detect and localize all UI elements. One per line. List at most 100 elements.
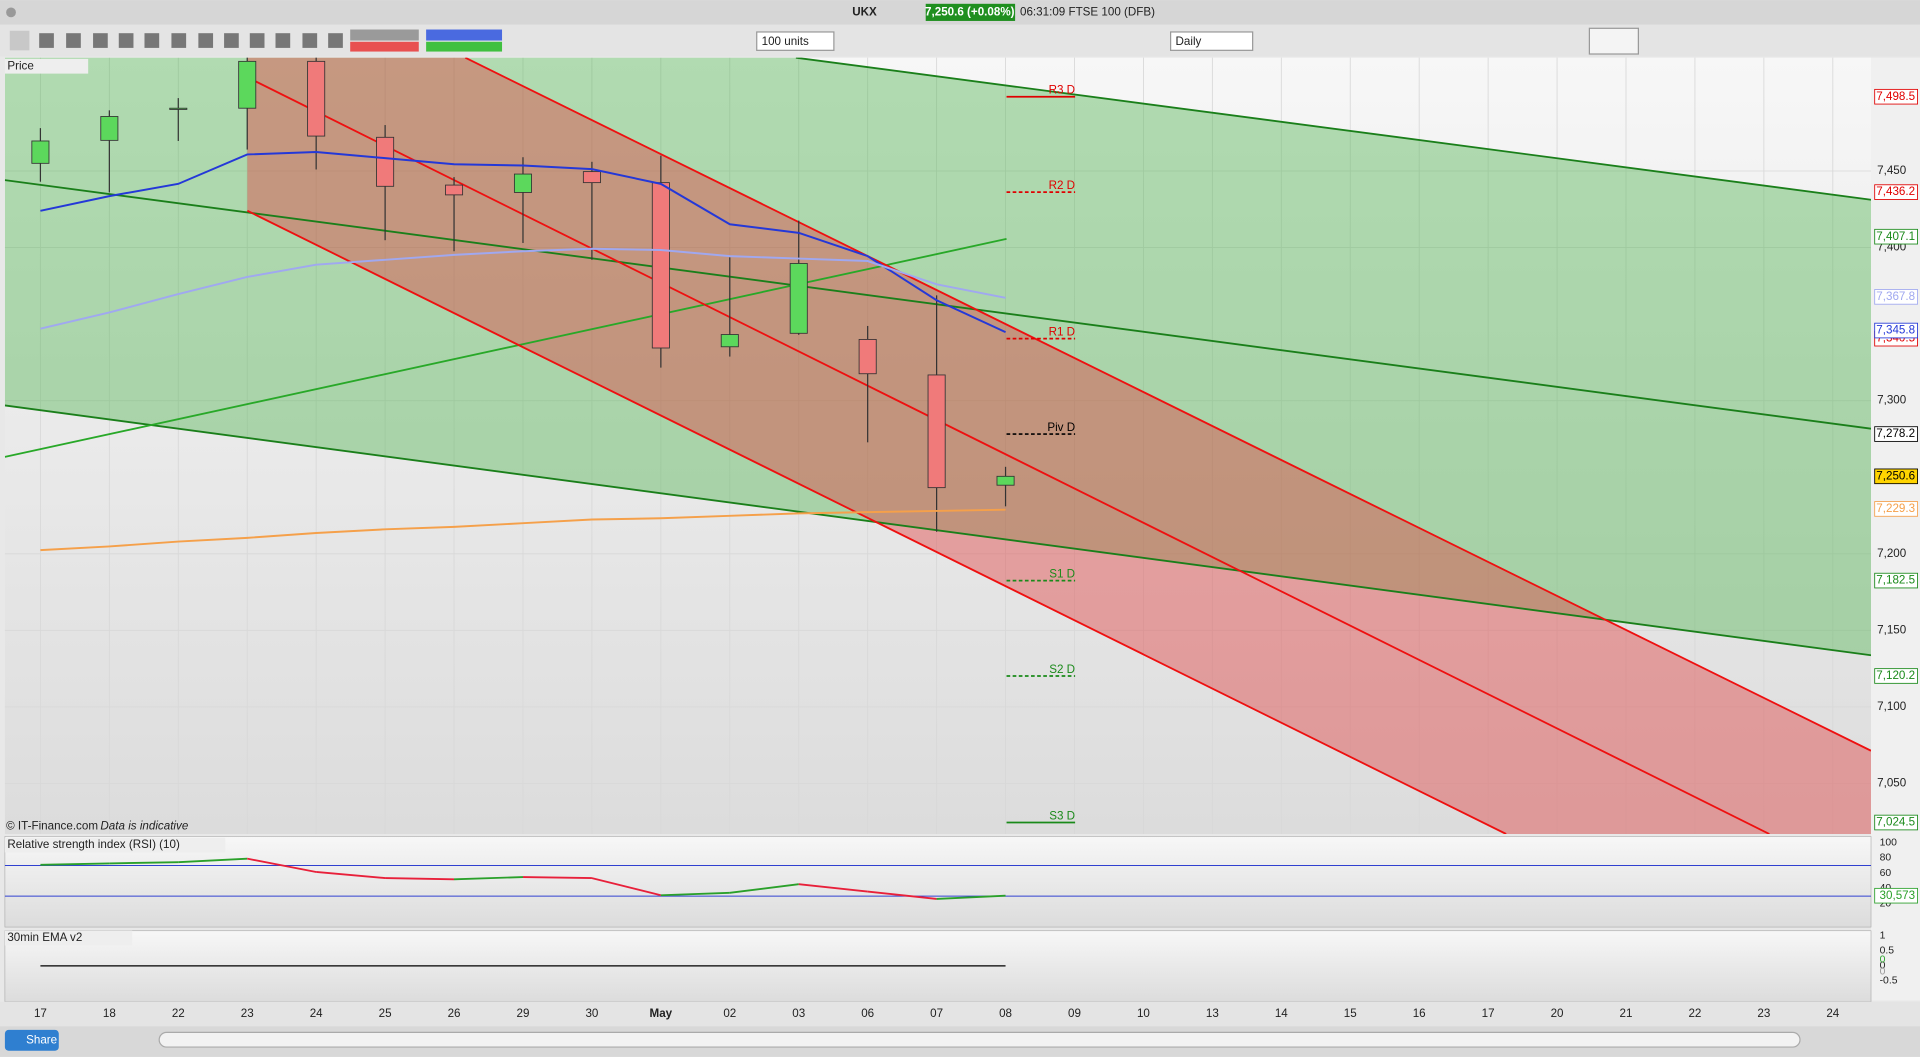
share-button[interactable] bbox=[4, 1029, 59, 1051]
x-axis bbox=[0, 1001, 1920, 1027]
rsi-segment bbox=[660, 891, 730, 897]
x-tick-label: 24 bbox=[310, 1007, 323, 1020]
panel-header bbox=[4, 58, 89, 74]
pivot-name: R3 D bbox=[1049, 84, 1076, 97]
copyright: © IT-Finance.com bbox=[6, 820, 98, 833]
candle-body bbox=[927, 374, 946, 489]
axis-label-box bbox=[1874, 572, 1918, 589]
axis-label-box bbox=[1874, 887, 1918, 904]
interval-select[interactable] bbox=[1170, 31, 1254, 51]
candle-body bbox=[513, 173, 532, 193]
pivot-name: S2 D bbox=[1049, 663, 1075, 676]
y-tick-label: 7,050 bbox=[1877, 777, 1907, 790]
x-tick-label: 22 bbox=[1688, 1007, 1701, 1020]
x-tick-label: 23 bbox=[241, 1007, 254, 1020]
color-swatches[interactable] bbox=[350, 29, 503, 52]
x-tick-label: 25 bbox=[379, 1007, 392, 1020]
candle-body bbox=[582, 171, 601, 184]
x-tick-label: 17 bbox=[1482, 1007, 1495, 1020]
tools[interactable] bbox=[9, 30, 343, 51]
axis-label-box bbox=[1874, 184, 1918, 200]
y-tick-label: 1 bbox=[1880, 930, 1886, 941]
x-tick-label: 24 bbox=[1826, 1007, 1839, 1020]
panel-header bbox=[4, 837, 226, 853]
axis-label: 7,498.5 bbox=[1876, 90, 1915, 103]
candle-body bbox=[100, 116, 119, 141]
info: 06:31:09 FTSE 100 (DFB) bbox=[1020, 5, 1155, 18]
x-tick-label: 03 bbox=[792, 1007, 805, 1020]
y-tick-label: 7,150 bbox=[1877, 623, 1907, 636]
share-label: Share bbox=[26, 1033, 57, 1046]
rsi-segment bbox=[316, 871, 386, 880]
axis-label-box bbox=[1874, 322, 1918, 339]
axis-label-box bbox=[1874, 228, 1918, 245]
indicator-line bbox=[40, 247, 1006, 330]
candle-body bbox=[789, 263, 808, 334]
axis-label-box bbox=[1874, 88, 1918, 105]
rsi-segment bbox=[40, 862, 110, 866]
x-tick-label: May bbox=[650, 1007, 673, 1020]
rsi-segment bbox=[385, 877, 455, 881]
note: Data is indicative bbox=[100, 820, 188, 833]
pivot-name: S1 D bbox=[1049, 568, 1075, 581]
rsi-segment bbox=[178, 857, 248, 864]
rsi-segment bbox=[798, 883, 868, 893]
chart-type-button[interactable] bbox=[1588, 27, 1639, 55]
x-tick-label: 18 bbox=[103, 1007, 116, 1020]
x-tick-label: 10 bbox=[1137, 1007, 1150, 1020]
panel-header bbox=[4, 930, 133, 946]
axis-label: 7,250.6 bbox=[1876, 469, 1915, 482]
x-tick-label: 13 bbox=[1206, 1007, 1219, 1020]
panel-title: Relative strength index (RSI) (10) bbox=[7, 838, 180, 851]
y-tick-label: 0 bbox=[1880, 961, 1886, 972]
x-tick-label: 07 bbox=[930, 1007, 943, 1020]
axis-label: 7,182.5 bbox=[1876, 574, 1915, 587]
axis-label: 7,024.5 bbox=[1876, 816, 1915, 829]
window-button[interactable] bbox=[6, 7, 16, 18]
pivot-name: S3 D bbox=[1049, 809, 1075, 822]
candle-body bbox=[169, 107, 188, 110]
axis-label: 7,120.2 bbox=[1876, 669, 1915, 682]
panel-title: 30min EMA v2 bbox=[7, 931, 82, 944]
x-tick-label: 23 bbox=[1757, 1007, 1770, 1020]
x-tick-label: 15 bbox=[1344, 1007, 1357, 1020]
x-tick-label: 29 bbox=[517, 1007, 530, 1020]
axis-label: 7,407.1 bbox=[1876, 230, 1915, 243]
axis-label-box bbox=[1874, 814, 1918, 831]
axis-label-box bbox=[1874, 468, 1918, 485]
axis-label-box bbox=[1874, 426, 1918, 442]
rsi-segment bbox=[591, 877, 662, 897]
pivot-name: R2 D bbox=[1049, 179, 1076, 192]
candle-body bbox=[720, 334, 739, 348]
units-select[interactable] bbox=[756, 31, 835, 51]
pivot-name: Piv D bbox=[1047, 421, 1075, 434]
y-tick-label: -0.5 bbox=[1880, 976, 1898, 987]
y-tick-label: 7,200 bbox=[1877, 547, 1907, 560]
candle-body bbox=[307, 60, 326, 137]
price-axis bbox=[1871, 57, 1920, 1001]
candle-body bbox=[376, 136, 395, 187]
indicator-line bbox=[40, 508, 1006, 552]
axis-label: 0 bbox=[1880, 967, 1886, 978]
x-tick-label: 14 bbox=[1275, 1007, 1288, 1020]
rsi-segment bbox=[729, 883, 799, 894]
y-tick-label: 60 bbox=[1880, 868, 1892, 879]
scrollbar[interactable] bbox=[158, 1031, 1801, 1048]
symbol: UKX bbox=[852, 5, 877, 18]
y-tick-label: 7,450 bbox=[1877, 164, 1907, 177]
y-tick-label: 80 bbox=[1880, 853, 1892, 864]
y-tick-label: 7,300 bbox=[1877, 394, 1907, 407]
panel-title: Price bbox=[7, 59, 34, 72]
candle-body bbox=[996, 475, 1015, 486]
rsi-segment bbox=[109, 861, 179, 865]
rsi-segment bbox=[522, 876, 592, 880]
x-tick-label: 16 bbox=[1413, 1007, 1426, 1020]
y-tick-label: 0.5 bbox=[1880, 945, 1895, 956]
axis-label: 7,345.8 bbox=[1876, 324, 1915, 337]
axis-label: 7,436.2 bbox=[1876, 185, 1915, 198]
indicator-line bbox=[40, 151, 1006, 333]
axis-label: 7,229.3 bbox=[1876, 502, 1915, 515]
axis-label: 30,573 bbox=[1880, 889, 1916, 902]
